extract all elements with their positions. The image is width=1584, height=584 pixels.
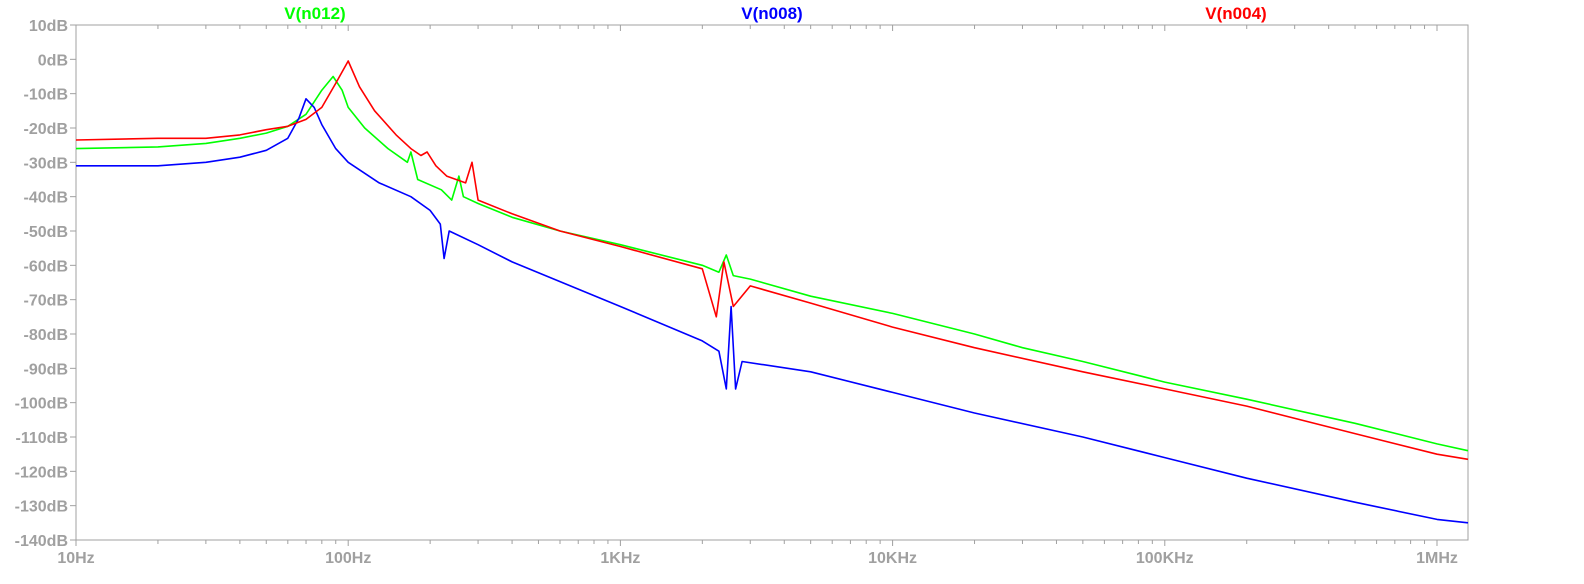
y-tick-label: -20dB: [24, 121, 68, 138]
y-tick-label: -60dB: [24, 258, 68, 275]
series-line-vn008: [76, 98, 1469, 524]
y-tick-label: -110dB: [16, 430, 68, 447]
y-tick-label: -80dB: [24, 327, 68, 344]
legend-label: V(n008): [741, 4, 802, 23]
series-line-vn012: [75, 75, 1469, 452]
x-axis: 10Hz 100Hz 1KHz 10KHz 100KHz 1MHz: [57, 25, 1458, 567]
y-tick-label: -130dB: [15, 499, 68, 516]
plot-frame: [75, 24, 1469, 541]
y-tick-label: -30dB: [24, 155, 68, 172]
x-tick-label: 1MHz: [1416, 550, 1458, 567]
y-tick-label: -120dB: [15, 464, 68, 481]
y-axis: 10dB 0dB -10dB -20dB -30dB -40dB -50dB -60dB -70…: [15, 18, 76, 550]
x-tick-label: 100Hz: [325, 550, 371, 567]
y-tick-label: -100dB: [15, 396, 68, 413]
x-tick-label: 100KHz: [1136, 550, 1194, 567]
x-tick-label: 10Hz: [57, 550, 94, 567]
legend-label: V(n004): [1205, 4, 1266, 23]
y-tick-label: -90dB: [24, 361, 68, 378]
x-tick-label: 1KHz: [600, 550, 640, 567]
y-tick-label: -10dB: [24, 87, 68, 104]
series-line-vn004: [75, 60, 1469, 461]
legend: V(n012) V(n008) V(n004): [284, 4, 1266, 23]
y-tick-label: -50dB: [24, 224, 68, 241]
y-tick-label: -140dB: [15, 533, 68, 550]
y-tick-label: 0dB: [38, 52, 68, 69]
x-tick-label: 10KHz: [868, 550, 917, 567]
series-layer: [75, 60, 1469, 524]
y-tick-label: -70dB: [24, 293, 68, 310]
y-tick-label: -40dB: [24, 190, 68, 207]
legend-label: V(n012): [284, 4, 345, 23]
y-tick-label: 10dB: [29, 18, 68, 35]
